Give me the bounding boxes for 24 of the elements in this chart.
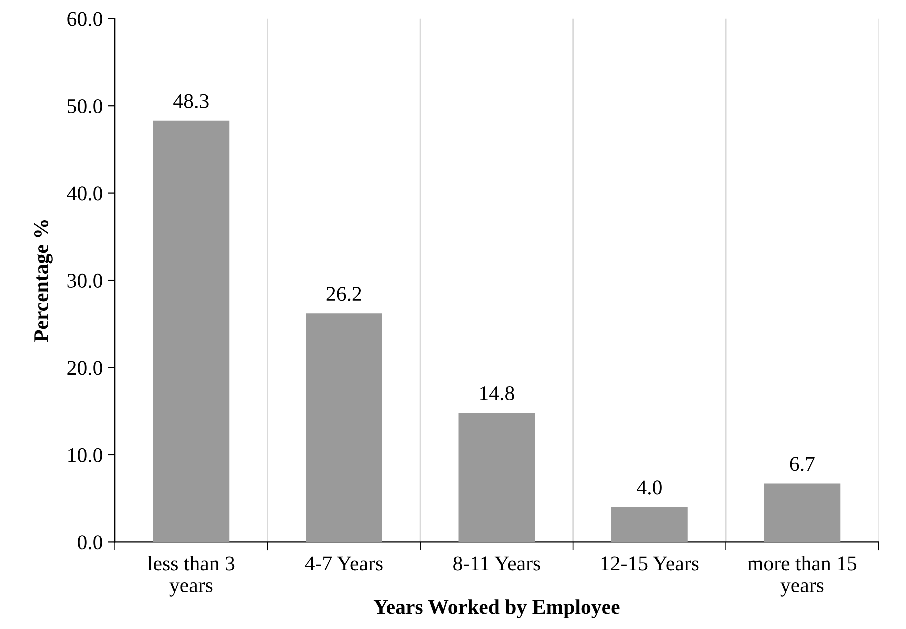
bar bbox=[612, 507, 688, 542]
y-tick-label: 60.0 bbox=[68, 12, 102, 26]
x-tick-label: 12-15 Years bbox=[602, 556, 699, 571]
data-label: 14.8 bbox=[480, 386, 514, 401]
x-axis-title: Years Worked by Employee bbox=[374, 600, 620, 619]
data-label: 26.2 bbox=[326, 287, 362, 302]
bar bbox=[458, 413, 536, 542]
x-tick-label: 8-11 Years bbox=[454, 556, 540, 571]
x-tick-label: 4-7 Years bbox=[305, 556, 383, 571]
x-tick-label: less than 3 years bbox=[148, 556, 235, 597]
bar bbox=[306, 314, 382, 542]
y-tick-label: 20.0 bbox=[68, 361, 102, 376]
data-label: 6.7 bbox=[790, 457, 815, 472]
x-tick-label: more than 15 years bbox=[748, 556, 857, 597]
y-tick-label: 0.0 bbox=[78, 536, 102, 550]
y-tick-label: 10.0 bbox=[68, 448, 102, 462]
y-axis-title: Percentage % bbox=[34, 220, 53, 342]
bar bbox=[153, 120, 230, 542]
y-tick-label: 50.0 bbox=[68, 99, 102, 114]
data-label: 48.3 bbox=[174, 94, 209, 108]
y-tick-label: 40.0 bbox=[67, 186, 102, 201]
bar bbox=[764, 484, 841, 542]
data-label: 4.0 bbox=[637, 480, 662, 495]
y-tick-label: 30.0 bbox=[68, 274, 102, 288]
